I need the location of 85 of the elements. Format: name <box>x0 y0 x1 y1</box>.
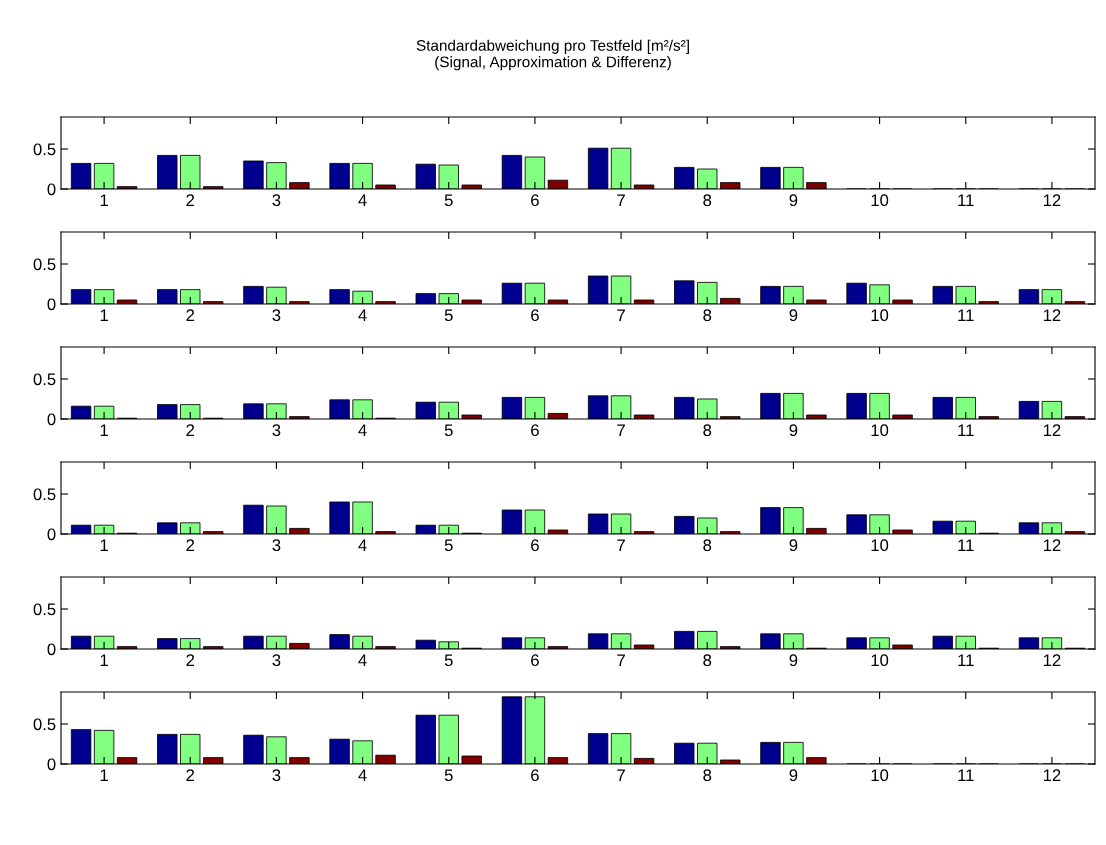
x-tick-label: 10 <box>871 424 889 437</box>
x-tick-label: 10 <box>871 539 889 552</box>
x-tick-label: 1 <box>100 769 108 781</box>
x-tick-label: 6 <box>531 539 539 552</box>
x-tick-label: 5 <box>444 539 453 552</box>
x-tick-label: 6 <box>531 309 539 322</box>
x-tick-label: 3 <box>272 309 281 322</box>
x-tick-label: 4 <box>358 424 367 436</box>
x-tick-label: 4 <box>358 769 367 781</box>
x-tick-label: 3 <box>272 539 281 552</box>
x-tick-label: 9 <box>789 194 798 207</box>
x-tick-label: 8 <box>703 194 712 207</box>
x-tick-label: 11 <box>958 654 974 666</box>
x-tick-label: 2 <box>186 539 195 551</box>
chart-title: Standardabweichung pro Testfeld [m²/s²] (Signal, Approximation & Differenz) <box>416 39 689 71</box>
x-tick-label: 2 <box>186 654 195 666</box>
y-tick-label: 0.5 <box>33 488 56 501</box>
x-tick-label: 3 <box>272 424 281 437</box>
x-tick-label: 8 <box>703 424 712 437</box>
x-tick-label: 7 <box>617 654 625 666</box>
y-tick-label: 0.5 <box>33 373 56 386</box>
x-tick-label: 4 <box>358 309 367 321</box>
x-tick-label: 6 <box>531 424 539 437</box>
x-tick-label: 1 <box>100 424 108 436</box>
y-tick-label: 0.5 <box>33 718 56 731</box>
x-tick-label: 11 <box>958 194 974 206</box>
x-tick-label: 4 <box>358 194 367 206</box>
x-tick-label: 8 <box>703 769 712 782</box>
x-tick-label: 7 <box>617 769 625 781</box>
x-tick-label: 5 <box>444 194 453 207</box>
y-tick-label: 0 <box>47 183 56 196</box>
x-tick-label: 12 <box>1043 654 1061 666</box>
y-tick-label: 0.5 <box>33 143 56 156</box>
x-tick-label: 2 <box>186 424 195 436</box>
y-tick-label: 0.5 <box>33 603 56 616</box>
x-tick-label: 4 <box>358 654 367 666</box>
y-tick-label: 0 <box>47 758 56 771</box>
x-tick-label: 10 <box>871 309 889 322</box>
x-tick-label: 8 <box>703 539 712 552</box>
x-tick-label: 2 <box>186 769 195 781</box>
y-tick-label: 0.5 <box>33 258 56 271</box>
x-tick-label: 11 <box>958 539 974 551</box>
x-tick-label: 6 <box>531 769 539 782</box>
x-tick-label: 9 <box>789 539 798 552</box>
x-tick-label: 11 <box>958 424 974 436</box>
x-tick-label: 12 <box>1043 309 1061 321</box>
x-tick-label: 9 <box>789 309 798 322</box>
x-tick-label: 6 <box>531 654 539 667</box>
x-tick-label: 12 <box>1043 769 1061 781</box>
x-tick-label: 8 <box>703 654 712 667</box>
x-tick-label: 9 <box>789 769 798 782</box>
x-tick-label: 10 <box>871 769 889 782</box>
x-tick-label: 5 <box>444 309 453 322</box>
x-tick-label: 12 <box>1043 194 1061 206</box>
x-tick-label: 1 <box>100 654 108 666</box>
x-tick-label: 11 <box>958 309 974 321</box>
x-tick-label: 12 <box>1043 539 1061 551</box>
x-tick-label: 5 <box>444 424 453 437</box>
x-tick-label: 7 <box>617 309 625 321</box>
x-tick-label: 8 <box>703 309 712 322</box>
x-tick-label: 1 <box>100 539 108 551</box>
x-tick-label: 2 <box>186 194 195 206</box>
x-tick-label: 1 <box>100 309 108 321</box>
y-tick-label: 0 <box>47 643 56 656</box>
x-tick-label: 3 <box>272 194 281 207</box>
x-tick-label: 7 <box>617 424 625 436</box>
x-tick-label: 10 <box>871 194 889 207</box>
x-tick-label: 1 <box>100 194 108 206</box>
x-tick-label: 2 <box>186 309 195 321</box>
x-tick-label: 3 <box>272 654 281 667</box>
x-tick-label: 5 <box>444 654 453 667</box>
x-tick-label: 3 <box>272 769 281 782</box>
y-tick-label: 0 <box>47 413 56 426</box>
x-tick-label: 7 <box>617 539 625 551</box>
x-tick-label: 9 <box>789 424 798 437</box>
x-tick-label: 6 <box>531 194 539 207</box>
x-tick-label: 12 <box>1043 424 1061 436</box>
x-tick-label: 5 <box>444 769 453 782</box>
x-tick-label: 10 <box>871 654 889 667</box>
x-tick-label: 7 <box>617 194 625 206</box>
x-tick-label: 9 <box>789 654 798 667</box>
y-tick-label: 0 <box>47 298 56 311</box>
x-tick-label: 11 <box>958 769 974 781</box>
y-tick-label: 0 <box>47 528 56 541</box>
x-tick-label: 4 <box>358 539 367 551</box>
